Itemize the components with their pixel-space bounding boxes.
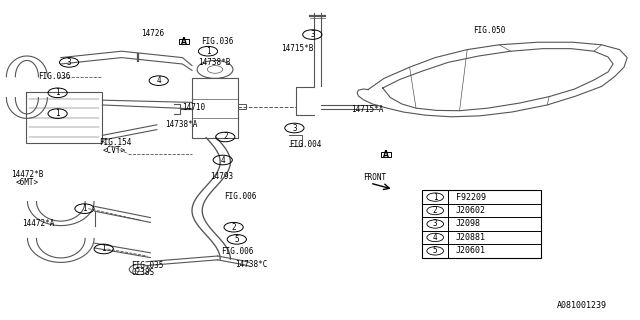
Text: 14710: 14710 (182, 103, 205, 112)
Text: FIG.050: FIG.050 (474, 26, 506, 35)
Text: 2: 2 (223, 132, 228, 141)
Text: 14715*B: 14715*B (282, 44, 314, 52)
Text: 14715*A: 14715*A (351, 105, 383, 114)
Text: 3: 3 (67, 58, 72, 67)
Text: 14738*A: 14738*A (165, 120, 198, 129)
Text: F92209: F92209 (456, 193, 486, 202)
Text: FIG.006: FIG.006 (224, 192, 257, 201)
Text: <6MT>: <6MT> (16, 178, 39, 187)
Text: 1: 1 (205, 47, 211, 56)
Text: FRONT: FRONT (364, 173, 387, 182)
Text: 3: 3 (310, 30, 315, 39)
Text: 1: 1 (82, 204, 87, 213)
Text: 3: 3 (433, 220, 438, 228)
Text: 1: 1 (433, 193, 438, 202)
Text: 4: 4 (156, 76, 161, 85)
Text: 4: 4 (220, 156, 225, 164)
Text: 1: 1 (101, 244, 106, 253)
Text: 1: 1 (55, 88, 60, 97)
Text: 5: 5 (433, 246, 438, 255)
Text: A: A (180, 37, 187, 46)
Text: A: A (383, 150, 389, 159)
Text: <CVT>: <CVT> (102, 146, 125, 155)
Text: 14738*B: 14738*B (198, 58, 231, 67)
Text: 14726: 14726 (141, 29, 164, 38)
Text: 14738*C: 14738*C (236, 260, 268, 269)
Text: 3: 3 (292, 124, 297, 132)
Text: J20881: J20881 (456, 233, 486, 242)
Text: FIG.006: FIG.006 (221, 247, 253, 256)
Text: FIG.035: FIG.035 (131, 261, 164, 270)
Text: FIG.036: FIG.036 (202, 37, 234, 46)
Text: 14472*A: 14472*A (22, 220, 55, 228)
Text: 1: 1 (55, 109, 60, 118)
Bar (26, 92, 102, 143)
Text: FIG.154: FIG.154 (99, 138, 132, 147)
Text: 2: 2 (231, 223, 236, 232)
Text: 5: 5 (234, 235, 239, 244)
Text: J20602: J20602 (456, 206, 486, 215)
Text: 4: 4 (433, 233, 438, 242)
Text: 2: 2 (433, 206, 438, 215)
Bar (192, 78, 238, 138)
Text: 14793: 14793 (210, 172, 233, 180)
Text: FIG.036: FIG.036 (38, 72, 71, 81)
Bar (179, 39, 189, 44)
Text: J2098: J2098 (456, 220, 481, 228)
Text: FIG.004: FIG.004 (289, 140, 322, 149)
Bar (422, 190, 541, 258)
Text: J20601: J20601 (456, 246, 486, 255)
Text: 0238S: 0238S (131, 268, 154, 277)
Bar (381, 152, 391, 157)
Text: A081001239: A081001239 (557, 301, 607, 310)
Text: 14472*B: 14472*B (12, 170, 44, 179)
